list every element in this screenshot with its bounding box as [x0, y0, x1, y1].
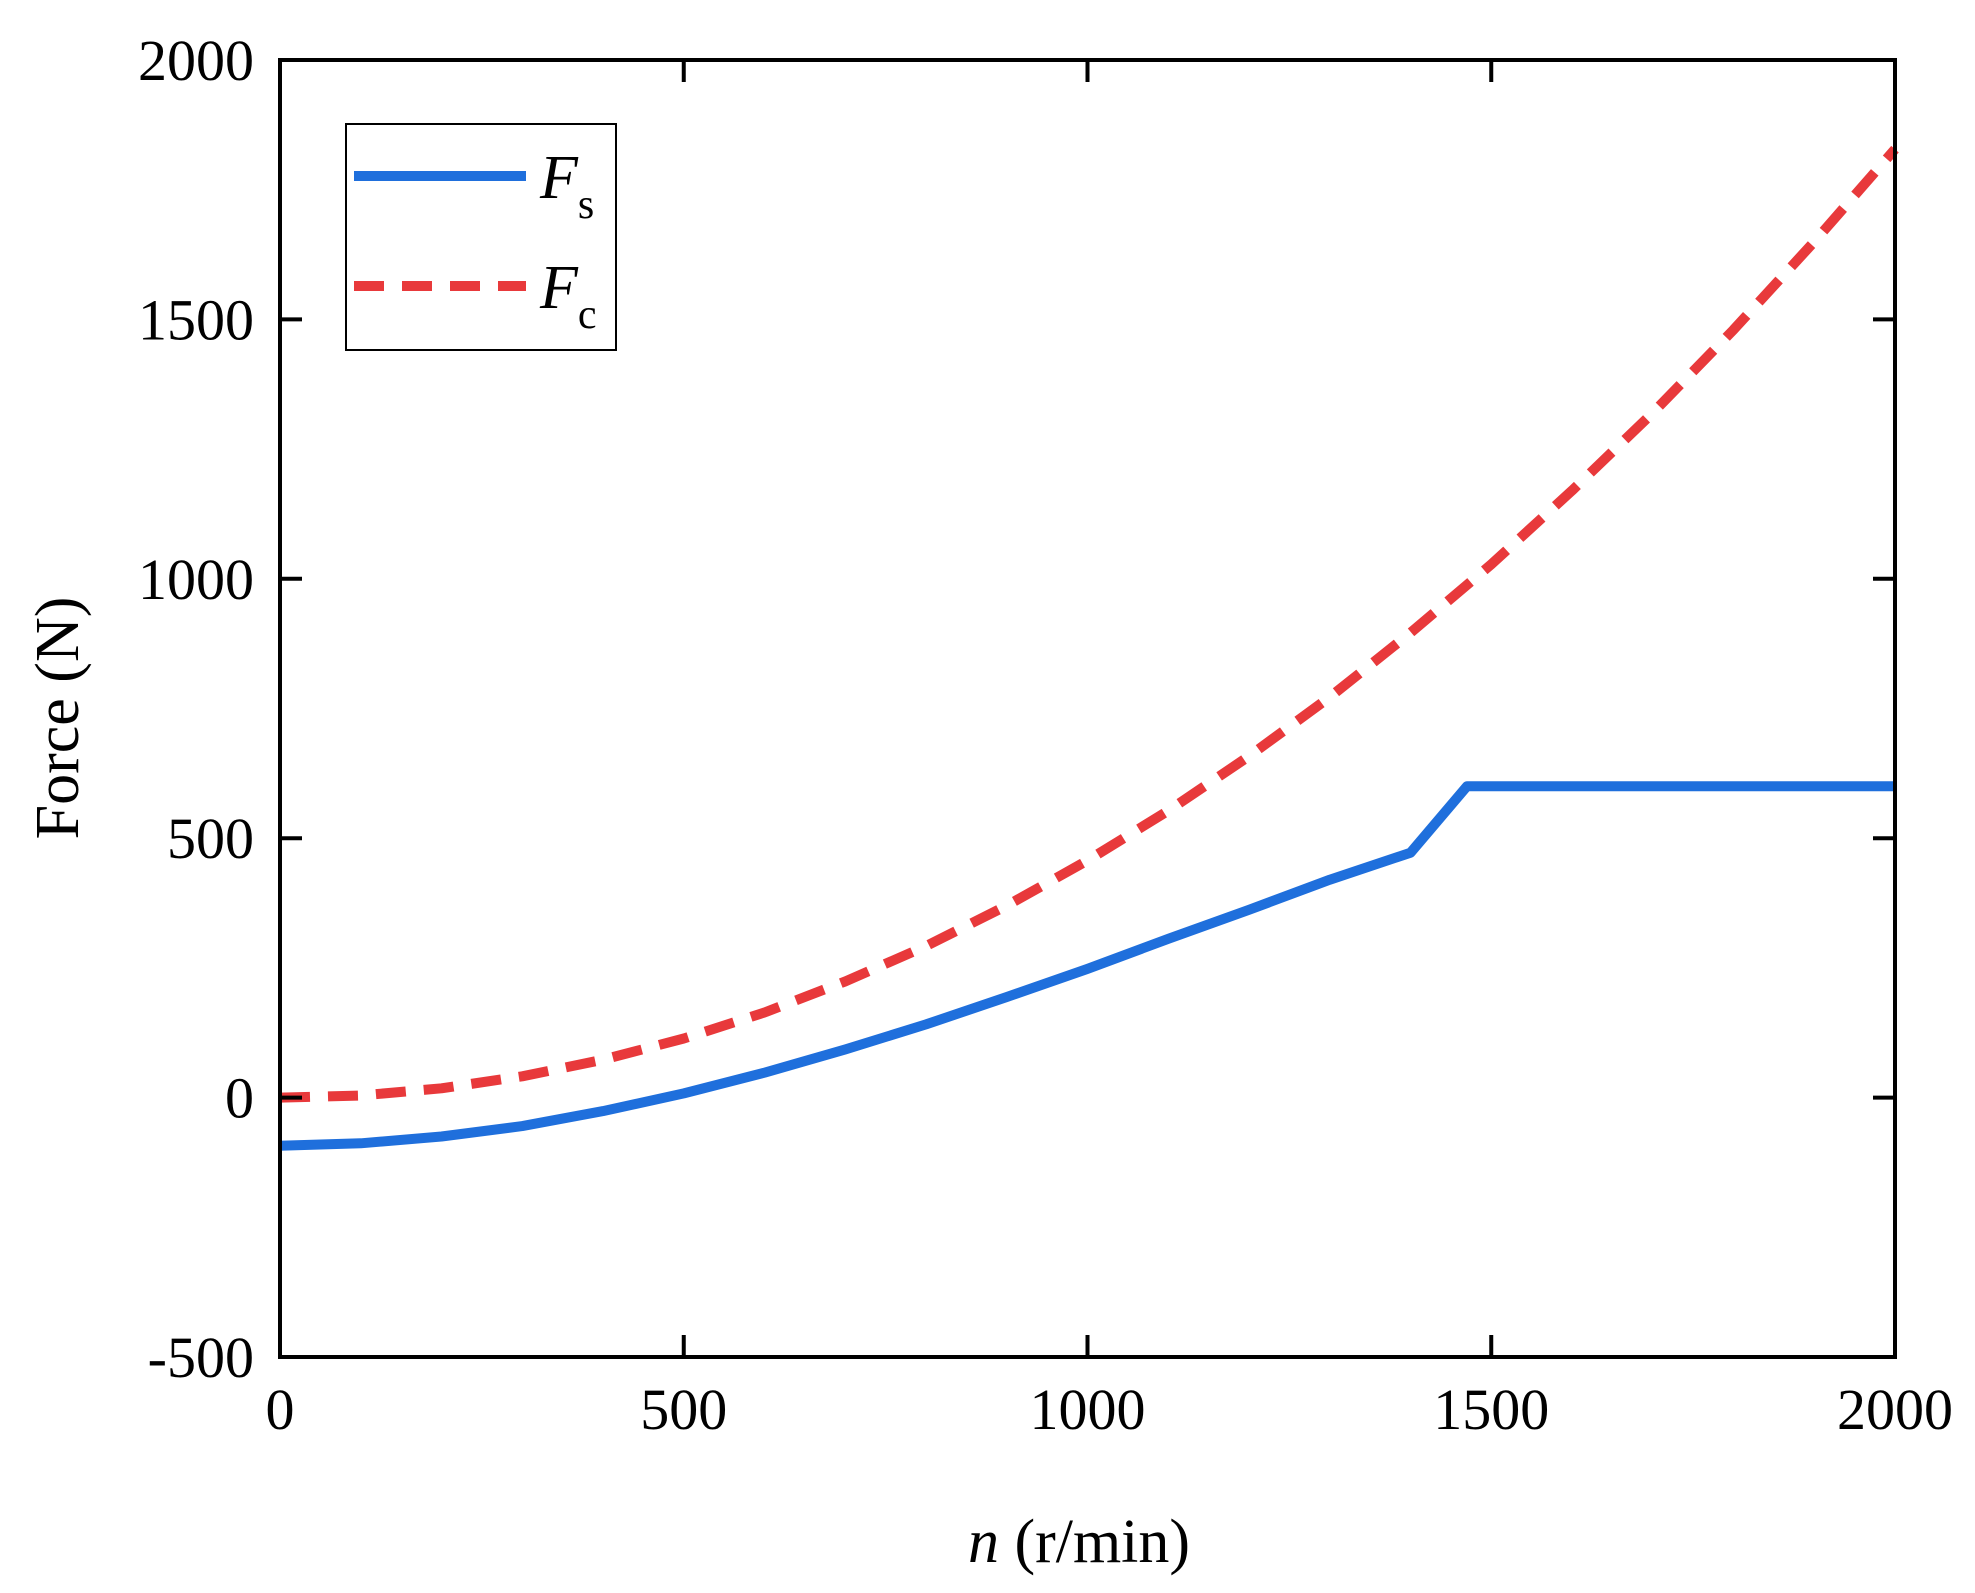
y-axis-title: Force (N): [24, 597, 92, 840]
x-tick-label: 1000: [1030, 1377, 1146, 1442]
x-axis-title: n (r/min): [968, 1508, 1190, 1576]
legend: Fs Fc: [345, 123, 617, 351]
legend-label-fc: Fc: [539, 254, 597, 338]
series-layer: [279, 145, 1899, 1151]
y-tick-label: 0: [225, 1066, 254, 1131]
legend-label-fs: Fs: [539, 144, 594, 228]
y-tick-label: 1000: [138, 547, 254, 612]
series-line-f-c: [279, 145, 1899, 1103]
y-tick-label: -500: [148, 1325, 254, 1390]
x-tick-label: 0: [266, 1377, 295, 1442]
x-axis-unit: (r/min): [999, 1508, 1190, 1576]
ticks: [278, 58, 1897, 1359]
y-tick-label: 2000: [138, 28, 254, 93]
legend-box: [345, 123, 617, 351]
y-tick-label: 1500: [138, 287, 254, 352]
x-tick-label: 2000: [1837, 1377, 1953, 1442]
x-axis-var: n: [968, 1508, 999, 1576]
x-tick-label: 1500: [1433, 1377, 1549, 1442]
y-tick-label: 500: [167, 806, 254, 871]
series-line-f-s: [279, 781, 1895, 1151]
x-tick-label: 500: [640, 1377, 727, 1442]
